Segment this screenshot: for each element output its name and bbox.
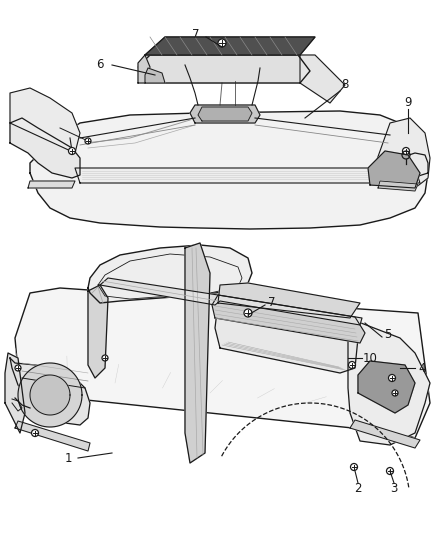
Circle shape bbox=[68, 148, 75, 155]
Polygon shape bbox=[358, 361, 415, 413]
Polygon shape bbox=[215, 298, 358, 373]
Circle shape bbox=[403, 148, 410, 155]
Polygon shape bbox=[190, 105, 260, 123]
Circle shape bbox=[389, 375, 396, 382]
Circle shape bbox=[32, 430, 39, 437]
Polygon shape bbox=[88, 245, 252, 303]
Polygon shape bbox=[138, 55, 150, 83]
Polygon shape bbox=[30, 111, 428, 229]
Text: 5: 5 bbox=[384, 328, 392, 342]
Text: 7: 7 bbox=[268, 296, 276, 310]
Polygon shape bbox=[185, 243, 210, 463]
Polygon shape bbox=[100, 278, 362, 325]
Polygon shape bbox=[10, 88, 80, 153]
Polygon shape bbox=[138, 55, 310, 83]
Polygon shape bbox=[300, 55, 345, 103]
Text: 6: 6 bbox=[96, 59, 104, 71]
Polygon shape bbox=[218, 283, 360, 318]
Polygon shape bbox=[375, 153, 428, 185]
Circle shape bbox=[244, 309, 252, 317]
Polygon shape bbox=[30, 375, 70, 415]
Polygon shape bbox=[375, 118, 430, 188]
Polygon shape bbox=[18, 363, 82, 427]
Polygon shape bbox=[378, 181, 418, 191]
Circle shape bbox=[102, 355, 108, 361]
Text: 1: 1 bbox=[64, 451, 72, 464]
Polygon shape bbox=[10, 118, 80, 178]
Text: 7: 7 bbox=[192, 28, 200, 42]
Polygon shape bbox=[5, 353, 25, 433]
Polygon shape bbox=[28, 181, 75, 188]
Polygon shape bbox=[198, 107, 252, 121]
Polygon shape bbox=[75, 168, 420, 183]
Circle shape bbox=[218, 39, 226, 47]
Polygon shape bbox=[15, 288, 430, 438]
Polygon shape bbox=[15, 421, 90, 451]
Polygon shape bbox=[350, 420, 420, 448]
Text: 4: 4 bbox=[418, 361, 426, 375]
Circle shape bbox=[349, 361, 356, 368]
Text: 10: 10 bbox=[363, 351, 378, 365]
Polygon shape bbox=[368, 151, 420, 188]
Polygon shape bbox=[145, 68, 165, 83]
Text: 9: 9 bbox=[404, 96, 412, 109]
Text: 8: 8 bbox=[341, 78, 349, 92]
Polygon shape bbox=[348, 318, 430, 445]
Circle shape bbox=[15, 365, 21, 371]
Circle shape bbox=[386, 467, 393, 474]
Circle shape bbox=[85, 138, 91, 144]
Text: 2: 2 bbox=[354, 482, 362, 496]
Text: 3: 3 bbox=[390, 482, 398, 496]
Circle shape bbox=[392, 390, 398, 396]
Polygon shape bbox=[212, 295, 365, 343]
Polygon shape bbox=[145, 37, 315, 55]
Polygon shape bbox=[88, 285, 108, 378]
Polygon shape bbox=[10, 358, 90, 425]
Circle shape bbox=[350, 464, 357, 471]
